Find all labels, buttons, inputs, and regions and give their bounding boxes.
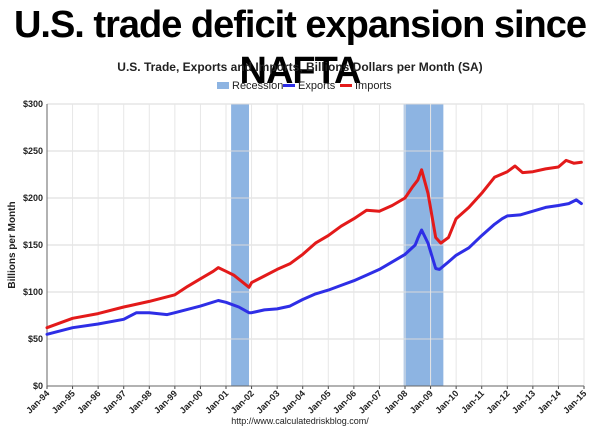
y-tick-label: $50 bbox=[28, 334, 43, 344]
x-tick-label: Jan-05 bbox=[305, 388, 332, 415]
x-tick-label: Jan-01 bbox=[203, 388, 230, 415]
x-tick-label: Jan-11 bbox=[459, 388, 486, 415]
y-axis-label: Billions per Month bbox=[7, 201, 18, 288]
series-line-exports bbox=[45, 198, 583, 336]
x-tick-label: Jan-03 bbox=[254, 388, 281, 415]
x-tick-label: Jan-06 bbox=[331, 388, 358, 415]
legend: Recession Exports Imports bbox=[217, 80, 392, 92]
chart-title: U.S. Trade, Exports and Imports, Billion… bbox=[117, 60, 482, 74]
legend-swatch-recession bbox=[217, 82, 229, 89]
x-tick-label: Jan-97 bbox=[101, 388, 128, 415]
x-tick-label: Jan-96 bbox=[75, 388, 102, 415]
plot-area: $0$50$100$150$200$250$300Jan-94Jan-95Jan… bbox=[23, 99, 588, 416]
x-tick-label: Jan-13 bbox=[510, 388, 537, 415]
y-tick-label: $0 bbox=[33, 381, 43, 391]
x-tick-label: Jan-07 bbox=[357, 388, 384, 415]
x-tick-label: Jan-04 bbox=[280, 388, 307, 415]
x-tick-label: Jan-08 bbox=[382, 388, 409, 415]
x-tick-label: Jan-98 bbox=[126, 388, 153, 415]
x-tick-label: Jan-02 bbox=[229, 388, 256, 415]
x-tick-label: Jan-99 bbox=[152, 388, 179, 415]
headline: U.S. trade deficit expansion since NAFTA bbox=[13, 4, 587, 92]
legend-label-recession: Recession bbox=[232, 80, 283, 92]
x-tick-label: Jan-10 bbox=[433, 388, 460, 415]
legend-label-imports: Imports bbox=[355, 80, 392, 92]
x-tick-label: Jan-09 bbox=[408, 388, 435, 415]
x-tick-label: Jan-00 bbox=[178, 388, 205, 415]
legend-label-exports: Exports bbox=[298, 80, 336, 92]
x-tick-label: Jan-14 bbox=[536, 388, 563, 415]
y-tick-label: $150 bbox=[23, 240, 43, 250]
y-tick-label: $100 bbox=[23, 287, 43, 297]
x-tick-label: Jan-12 bbox=[484, 388, 511, 415]
x-tick-label: Jan-95 bbox=[50, 388, 77, 415]
source-credit: http://www.calculatedriskblog.com/ bbox=[231, 416, 369, 426]
y-tick-label: $200 bbox=[23, 193, 43, 203]
y-tick-label: $300 bbox=[23, 99, 43, 109]
y-tick-label: $250 bbox=[23, 146, 43, 156]
x-tick-label: Jan-15 bbox=[561, 388, 588, 415]
x-tick-label: Jan-94 bbox=[24, 388, 51, 415]
series-line-imports bbox=[45, 158, 583, 330]
